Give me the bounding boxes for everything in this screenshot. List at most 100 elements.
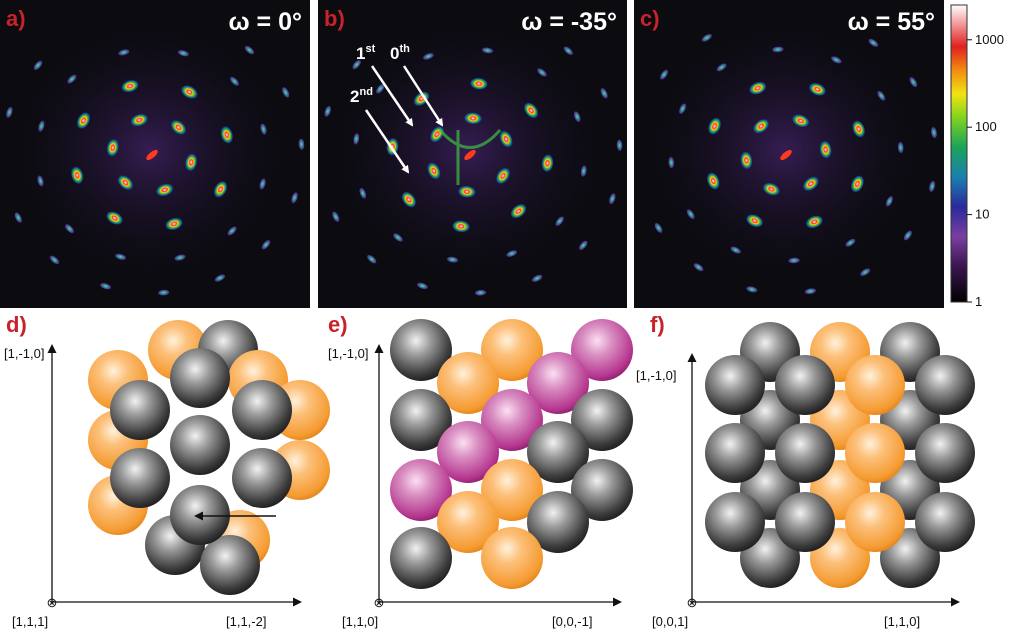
orange-atom [481, 319, 543, 381]
panel-f-origin-label: [0,0,1] [652, 614, 688, 629]
diffraction-spot [33, 60, 43, 71]
diffraction-spot [180, 85, 198, 99]
orange-atom [845, 423, 905, 483]
panel-d-x-axis-label: [1,1,-2] [226, 614, 266, 629]
panel-f-x-axis-label: [1,1,0] [884, 614, 920, 629]
diffraction-spot [909, 76, 918, 88]
panel-e-origin-icon: ⊗ [374, 595, 385, 610]
diffraction-spot [464, 112, 483, 125]
diffraction-spot [510, 203, 527, 219]
gray-atom [915, 423, 975, 483]
diffraction-spot [749, 81, 767, 95]
gray-atom [915, 492, 975, 552]
diffraction-spot [174, 254, 186, 261]
panel-d-y-axis-label: [1,-1,0] [4, 346, 44, 361]
gray-atom [775, 423, 835, 483]
panel-f-label: f) [650, 312, 665, 337]
diffraction-spot [291, 191, 298, 204]
gray-atom [390, 319, 452, 381]
diffraction-spot [499, 130, 513, 148]
diffraction-spot [401, 191, 417, 208]
diffraction-spot [481, 47, 494, 54]
panel-e-origin-label: [1,1,0] [342, 614, 378, 629]
colorbar-tick-label: 100 [975, 119, 997, 134]
orange-atom [481, 527, 543, 589]
diffraction-spot [392, 233, 404, 242]
second-order-arrow [364, 109, 410, 174]
diffraction-spot [771, 46, 784, 53]
orange-atom [845, 355, 905, 415]
diffraction-spot [753, 118, 770, 134]
diffraction-spot [359, 187, 367, 199]
diffraction-spot [157, 289, 170, 296]
diffraction-spot [469, 77, 488, 90]
orange-atom [481, 459, 543, 521]
diffraction-spot [99, 282, 112, 290]
panel-a-omega: ω = 0° [228, 8, 302, 36]
diffraction-spot [324, 105, 332, 118]
gray-atom [705, 492, 765, 552]
orange-atom [437, 491, 499, 553]
panel-d-label: d) [6, 312, 27, 337]
panel-d-origin-icon: ⊗ [47, 595, 58, 610]
diffraction-spot [930, 126, 938, 139]
colorbar-gradient [950, 4, 968, 303]
second-order-label: 2nd [350, 86, 373, 106]
structure-panel-d: d) [1,-1,0] [1,1,-2] [1,1,1] ⊗ [4, 312, 330, 629]
diffraction-spot [659, 69, 669, 80]
gray-atom [170, 485, 230, 545]
diffraction-spot [452, 220, 471, 233]
diffraction-spot [106, 138, 119, 157]
magenta-atom [437, 421, 499, 483]
magenta-atom [390, 459, 452, 521]
gray-atom [390, 389, 452, 451]
magenta-atom [481, 389, 543, 451]
gray-atom [571, 459, 633, 521]
diffraction-spot [259, 178, 266, 190]
diffraction-spot [616, 139, 623, 152]
gray-atom [527, 491, 589, 553]
diffraction-spot [281, 86, 290, 98]
diffraction-spot [745, 286, 758, 293]
diffraction-spot [654, 222, 663, 234]
diffraction-spot [701, 33, 713, 42]
colorbar-tick-label: 10 [975, 207, 989, 222]
gray-atom [232, 380, 292, 440]
diffraction-spot [213, 180, 228, 198]
gray-atom [527, 421, 589, 483]
streak [438, 129, 502, 185]
diffraction-spot [375, 83, 385, 94]
diffraction-spot [117, 175, 134, 191]
diffraction-panel-b: b) ω = -35° 1st 0th 2nd [318, 0, 627, 308]
diffraction-spot [416, 282, 429, 290]
diffraction-spot [563, 46, 574, 56]
diffraction-spot [64, 223, 75, 234]
diffuse-background [0, 10, 300, 290]
colorbar-tick-label: 1 [975, 294, 982, 309]
diffraction-spot [928, 180, 936, 193]
gray-atom [775, 355, 835, 415]
diffraction-panel-a: a) ω = 0° [0, 0, 310, 308]
diffraction-spot [298, 138, 305, 151]
diffraction-spot [177, 49, 190, 57]
diffraction-spot [536, 68, 548, 77]
diffraction-spot [852, 120, 866, 138]
diffraction-spot [422, 52, 435, 60]
gray-atom [390, 527, 452, 589]
diffraction-spot [114, 253, 127, 261]
gray-atom [170, 348, 230, 408]
diffraction-spot [457, 185, 476, 198]
panel-d-origin-label: [1,1,1] [12, 614, 48, 629]
diffraction-spot [413, 91, 430, 107]
diffraction-spot [730, 246, 742, 254]
orange-atom [845, 492, 905, 552]
gray-atom [705, 423, 765, 483]
diffuse-background [318, 10, 618, 290]
diffraction-spot [578, 240, 588, 251]
diffraction-spot [67, 74, 77, 84]
specular-spot [146, 149, 158, 161]
diffraction-spot [877, 90, 886, 101]
diffraction-spot [38, 120, 45, 132]
diffraction-panel-c: c) ω = 55° [634, 0, 944, 308]
diffraction-spot [706, 172, 720, 190]
